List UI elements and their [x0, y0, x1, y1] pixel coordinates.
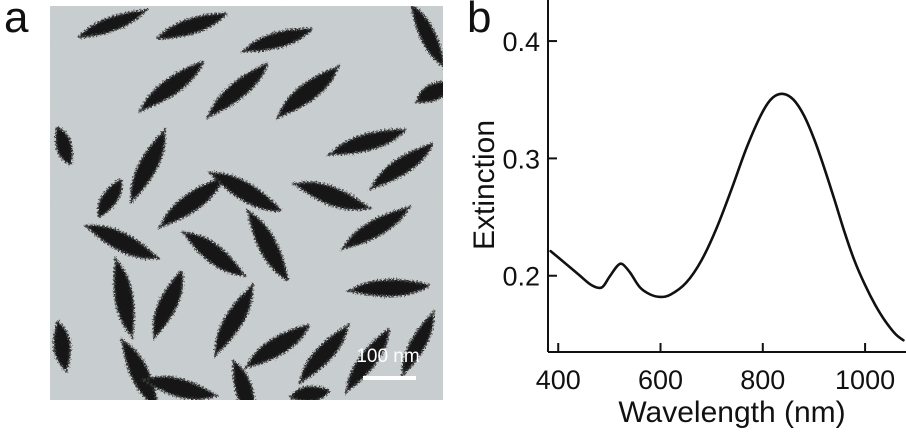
nanoparticle: [157, 174, 227, 230]
nanoparticle: [214, 282, 254, 358]
nanoparticle: [207, 171, 285, 213]
nanoparticle: [291, 180, 373, 212]
nanoparticle: [137, 58, 207, 114]
x-tick-label: 800: [740, 365, 785, 395]
nanoparticle: [344, 325, 392, 395]
panel-label-a: a: [4, 0, 29, 42]
nanoparticle: [152, 267, 184, 341]
scale-bar: 100 nm: [356, 346, 420, 380]
nanoparticle: [205, 60, 271, 120]
nanoparticle: [120, 337, 160, 400]
nanoparticle: [245, 208, 291, 284]
nanoparticle: [287, 385, 333, 400]
nanoparticle: [298, 322, 350, 386]
nanoparticles: [52, 6, 443, 400]
nanoparticle: [96, 176, 124, 220]
nanoparticle: [54, 125, 74, 167]
scale-bar-label: 100 nm: [356, 346, 419, 367]
x-ticks: 400 600 800 1000: [536, 343, 895, 395]
nanoparticle: [74, 8, 150, 40]
x-tick-label: 600: [638, 365, 683, 395]
nanoparticle: [140, 375, 220, 400]
nanoparticle: [346, 278, 434, 298]
nanoparticle: [83, 224, 161, 260]
nanoparticle: [240, 27, 316, 53]
y-axis-label: Extinction: [468, 120, 501, 250]
y-tick-label: 0.4: [502, 27, 540, 57]
nanoparticle: [409, 6, 443, 70]
nanoparticle: [368, 141, 436, 191]
tem-micrograph: 100 nm: [50, 6, 443, 400]
x-tick-label: 1000: [835, 365, 895, 395]
y-ticks: 0.2 0.3 0.4: [502, 27, 557, 292]
nanoparticle: [401, 309, 435, 379]
nanoparticle: [129, 127, 167, 205]
nanoparticle: [243, 322, 313, 370]
x-axis-label: Wavelength (nm): [618, 396, 845, 429]
nanoparticle: [232, 359, 256, 400]
scale-bar-line: [363, 376, 416, 380]
nanoparticle: [180, 231, 248, 277]
y-tick-label: 0.3: [502, 144, 540, 174]
nanoparticle: [414, 80, 443, 104]
panel-label-b: b: [467, 0, 492, 42]
plot-frame: [547, 0, 906, 353]
extinction-chart: 400 600 800 1000 0.20.30.4 Wavelength (nm) …: [468, 0, 906, 429]
y-tick-label: 0.2: [502, 262, 540, 292]
nanoparticle: [275, 64, 341, 120]
series-line-extinction: [549, 92, 905, 342]
nanoparticle: [153, 11, 231, 41]
nanoparticle: [326, 128, 410, 156]
x-tick-label: 400: [536, 365, 581, 395]
